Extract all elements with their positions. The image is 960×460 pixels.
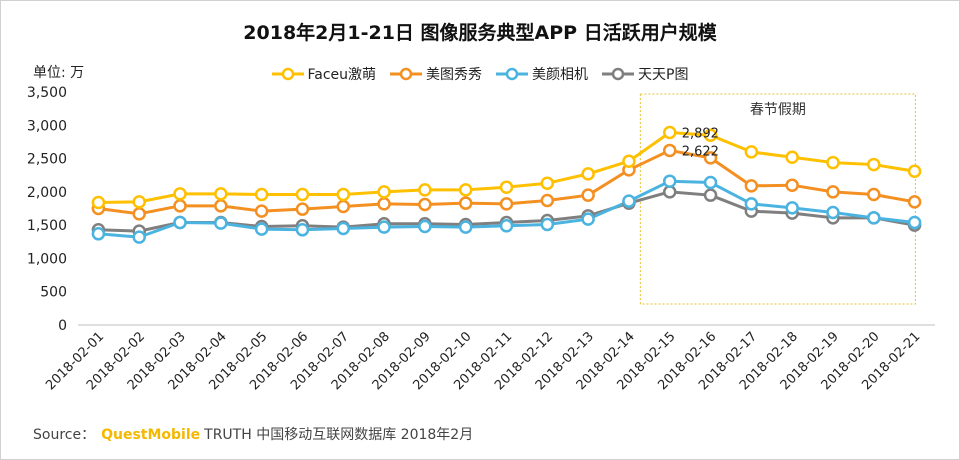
- source-rest: TRUTH 中国移动互联网数据库 2018年2月: [204, 427, 474, 443]
- data-point-series-0: [540, 176, 555, 190]
- data-point-series-2: [295, 223, 310, 237]
- data-point-series-1: [132, 207, 146, 221]
- data-point-series-1: [662, 143, 677, 158]
- data-point-series-2: [214, 216, 228, 230]
- data-point-series-2: [91, 227, 106, 241]
- legend-label-tiantian: 天天P图: [638, 67, 689, 83]
- data-point-series-0: [907, 164, 922, 178]
- data-point-series-0: [703, 128, 718, 143]
- legend-label-beautycam: 美颜相机: [532, 67, 589, 83]
- data-point-series-2: [132, 230, 146, 244]
- data-point-series-1: [214, 199, 228, 213]
- data-point-series-2: [744, 197, 759, 211]
- legend-item-faceu: Faceu激萌: [271, 64, 377, 84]
- y-tick-label: 2,000: [27, 185, 67, 201]
- legend-item-tiantian: 天天P图: [602, 64, 688, 84]
- data-label: 2,622: [682, 144, 719, 159]
- data-point-series-2: [662, 174, 677, 188]
- data-point-series-1: [907, 195, 922, 209]
- data-point-series-2: [540, 217, 555, 232]
- data-point-series-0: [418, 183, 432, 197]
- data-point-series-1: [540, 193, 555, 208]
- data-point-series-2: [907, 215, 922, 230]
- data-point-series-1: [867, 187, 881, 202]
- data-label: 2,892: [682, 126, 719, 141]
- y-tick-label: 2,500: [27, 152, 67, 168]
- data-point-series-0: [132, 195, 146, 209]
- data-point-series-0: [662, 125, 677, 140]
- data-point-series-0: [295, 187, 310, 202]
- data-point-series-0: [214, 187, 228, 201]
- data-point-series-1: [336, 199, 351, 214]
- data-point-series-0: [254, 187, 269, 202]
- y-tick-label: 3,000: [27, 118, 67, 134]
- data-point-series-0: [581, 167, 595, 181]
- data-point-series-0: [377, 185, 391, 199]
- data-point-series-2: [826, 205, 840, 220]
- data-point-series-1: [254, 204, 269, 218]
- legend-marker-tiantian: [602, 67, 635, 81]
- y-tick-label: 500: [40, 285, 67, 301]
- data-point-series-1: [499, 197, 514, 211]
- data-point-series-1: [173, 199, 187, 213]
- data-point-series-2: [254, 222, 269, 236]
- source-brand: QuestMobile: [101, 427, 201, 443]
- data-point-series-0: [867, 157, 881, 172]
- data-point-series-2: [622, 194, 636, 208]
- data-point-series-0: [744, 145, 759, 159]
- data-point-series-2: [499, 219, 514, 233]
- data-point-series-0: [499, 180, 514, 194]
- holiday-label: 春节假期: [750, 102, 806, 118]
- data-point-series-1: [703, 151, 718, 165]
- data-point-series-2: [867, 211, 881, 225]
- y-axis-unit-label: 单位: 万: [33, 65, 85, 81]
- data-point-series-1: [295, 202, 310, 216]
- data-point-series-1: [826, 185, 840, 199]
- y-tick-label: 1,500: [27, 218, 67, 234]
- data-point-series-3: [703, 188, 718, 202]
- legend-label-meitu: 美图秀秀: [426, 67, 483, 83]
- source-note: Source： QuestMobile TRUTH 中国移动互联网数据库 2018年…: [33, 424, 473, 444]
- data-point-series-2: [458, 220, 473, 234]
- data-point-series-2: [418, 219, 432, 234]
- data-point-series-2: [377, 220, 391, 234]
- data-point-series-2: [581, 212, 595, 226]
- legend-item-beautycam: 美颜相机: [496, 64, 588, 84]
- data-point-series-2: [703, 175, 718, 190]
- data-point-series-0: [785, 150, 799, 164]
- data-point-series-1: [744, 179, 759, 193]
- legend-marker-beautycam: [496, 67, 529, 81]
- data-point-series-2: [336, 221, 351, 236]
- y-tick-label: 3,500: [27, 85, 67, 101]
- data-point-series-0: [336, 187, 351, 202]
- data-point-series-2: [785, 201, 799, 215]
- data-point-series-0: [458, 183, 473, 197]
- data-point-series-2: [173, 215, 187, 230]
- data-point-series-0: [91, 195, 106, 210]
- legend-item-meitu: 美图秀秀: [390, 64, 482, 84]
- data-point-series-3: [662, 185, 677, 199]
- chart-title: 2018年2月1-21日 图像服务典型APP 日活跃用户规模: [243, 22, 717, 44]
- data-point-series-1: [785, 178, 799, 192]
- legend-marker-meitu: [390, 67, 423, 81]
- data-point-series-0: [826, 155, 840, 170]
- legend-marker-faceu: [271, 67, 304, 81]
- legend: Faceu激萌 美图秀秀 美颜相机 天天P图: [0, 64, 960, 84]
- data-point-series-1: [458, 196, 473, 210]
- y-tick-label: 1,000: [27, 251, 67, 267]
- data-point-series-1: [581, 188, 595, 202]
- data-point-series-0: [622, 154, 636, 168]
- data-point-series-1: [377, 197, 391, 211]
- legend-label-faceu: Faceu激萌: [307, 67, 377, 83]
- source-prefix: Source：: [33, 427, 96, 443]
- y-tick-label: 0: [58, 318, 67, 334]
- data-point-series-0: [173, 187, 187, 201]
- data-point-series-1: [418, 197, 432, 212]
